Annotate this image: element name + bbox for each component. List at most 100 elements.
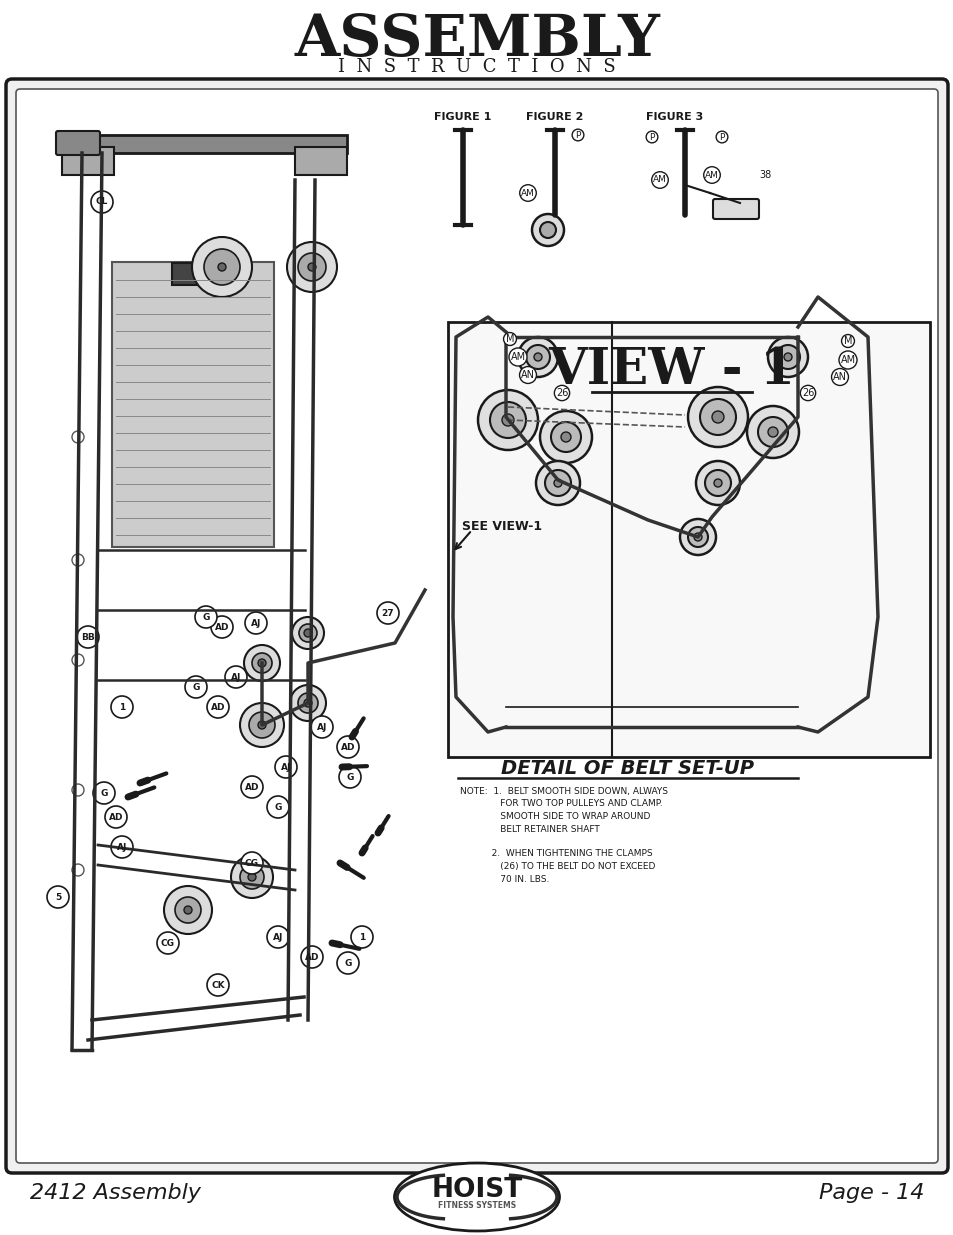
Circle shape xyxy=(544,471,571,496)
Circle shape xyxy=(225,666,247,688)
Circle shape xyxy=(241,852,263,874)
Text: AJ: AJ xyxy=(231,673,241,682)
Circle shape xyxy=(297,253,326,282)
Bar xyxy=(172,263,233,285)
Bar xyxy=(62,147,113,175)
Text: AD: AD xyxy=(340,742,355,752)
Circle shape xyxy=(207,974,229,995)
Circle shape xyxy=(298,624,316,642)
Circle shape xyxy=(211,616,233,638)
Text: AM: AM xyxy=(704,170,719,179)
Text: SEE VIEW-1: SEE VIEW-1 xyxy=(461,520,541,534)
Text: P: P xyxy=(719,132,724,142)
Text: AJ: AJ xyxy=(273,932,283,941)
Circle shape xyxy=(248,873,255,881)
Circle shape xyxy=(336,736,358,758)
Text: 26: 26 xyxy=(801,388,813,398)
Circle shape xyxy=(308,263,315,270)
Text: BB: BB xyxy=(81,632,94,641)
Circle shape xyxy=(111,697,132,718)
Text: 5: 5 xyxy=(55,893,61,902)
Circle shape xyxy=(536,461,579,505)
Text: CG: CG xyxy=(161,939,174,947)
Circle shape xyxy=(274,756,296,778)
Circle shape xyxy=(767,337,807,377)
Text: CL: CL xyxy=(95,198,108,206)
Text: AJ: AJ xyxy=(280,762,291,772)
Text: 38: 38 xyxy=(758,170,770,180)
Text: HOIST: HOIST xyxy=(431,1177,522,1203)
Circle shape xyxy=(693,534,701,541)
Circle shape xyxy=(249,713,274,739)
Bar xyxy=(294,147,347,175)
Circle shape xyxy=(105,806,127,827)
Text: AJ: AJ xyxy=(251,619,261,627)
Circle shape xyxy=(218,263,226,270)
Text: AD: AD xyxy=(245,783,259,792)
FancyBboxPatch shape xyxy=(16,89,937,1163)
Circle shape xyxy=(534,353,541,361)
Text: 1: 1 xyxy=(358,932,365,941)
Circle shape xyxy=(532,214,563,246)
Text: FITNESS SYSTEMS: FITNESS SYSTEMS xyxy=(437,1202,516,1210)
Circle shape xyxy=(194,606,216,629)
Circle shape xyxy=(311,716,333,739)
Circle shape xyxy=(92,782,115,804)
Text: AM: AM xyxy=(653,175,666,184)
Text: NOTE:  1.  BELT SMOOTH SIDE DOWN, ALWAYS
              FOR TWO TOP PULLEYS AND C: NOTE: 1. BELT SMOOTH SIDE DOWN, ALWAYS F… xyxy=(459,787,667,883)
Circle shape xyxy=(241,776,263,798)
Text: AJ: AJ xyxy=(116,842,127,851)
Text: AN: AN xyxy=(520,370,535,380)
Circle shape xyxy=(767,427,778,437)
Circle shape xyxy=(477,390,537,450)
Ellipse shape xyxy=(395,1163,558,1231)
Text: G: G xyxy=(193,683,199,692)
Circle shape xyxy=(47,885,69,908)
Text: Page - 14: Page - 14 xyxy=(818,1183,923,1203)
Circle shape xyxy=(304,629,312,637)
Text: VIEW - 1: VIEW - 1 xyxy=(548,346,795,394)
Circle shape xyxy=(338,766,360,788)
Circle shape xyxy=(257,721,266,729)
Text: FIGURE 3: FIGURE 3 xyxy=(646,112,703,122)
Text: 1: 1 xyxy=(119,703,125,711)
Text: AM: AM xyxy=(840,354,855,366)
Text: AD: AD xyxy=(214,622,229,631)
Circle shape xyxy=(351,926,373,948)
Circle shape xyxy=(696,461,740,505)
Circle shape xyxy=(704,471,730,496)
Text: AM: AM xyxy=(520,189,535,198)
Text: CK: CK xyxy=(211,981,225,989)
Circle shape xyxy=(71,431,84,443)
Text: P: P xyxy=(649,132,654,142)
Circle shape xyxy=(71,864,84,876)
Text: G: G xyxy=(346,773,354,782)
Circle shape xyxy=(539,222,556,238)
Text: AM: AM xyxy=(510,352,525,362)
Text: M: M xyxy=(842,336,851,346)
Circle shape xyxy=(711,411,723,424)
Circle shape xyxy=(713,479,721,487)
Circle shape xyxy=(292,618,324,650)
Circle shape xyxy=(245,613,267,634)
Circle shape xyxy=(174,897,201,923)
Circle shape xyxy=(539,411,592,463)
Circle shape xyxy=(290,685,326,721)
Text: G: G xyxy=(274,803,281,811)
Circle shape xyxy=(551,422,580,452)
Circle shape xyxy=(376,601,398,624)
Text: AN: AN xyxy=(832,372,846,382)
Circle shape xyxy=(204,249,240,285)
Text: G: G xyxy=(344,958,352,967)
Text: AD: AD xyxy=(109,813,123,821)
FancyBboxPatch shape xyxy=(6,79,947,1173)
Circle shape xyxy=(71,555,84,566)
Circle shape xyxy=(71,784,84,797)
Circle shape xyxy=(207,697,229,718)
Text: G: G xyxy=(202,613,210,621)
Circle shape xyxy=(336,952,358,974)
Circle shape xyxy=(758,417,787,447)
Circle shape xyxy=(304,699,312,706)
FancyBboxPatch shape xyxy=(56,131,100,156)
Text: AJ: AJ xyxy=(316,722,327,731)
